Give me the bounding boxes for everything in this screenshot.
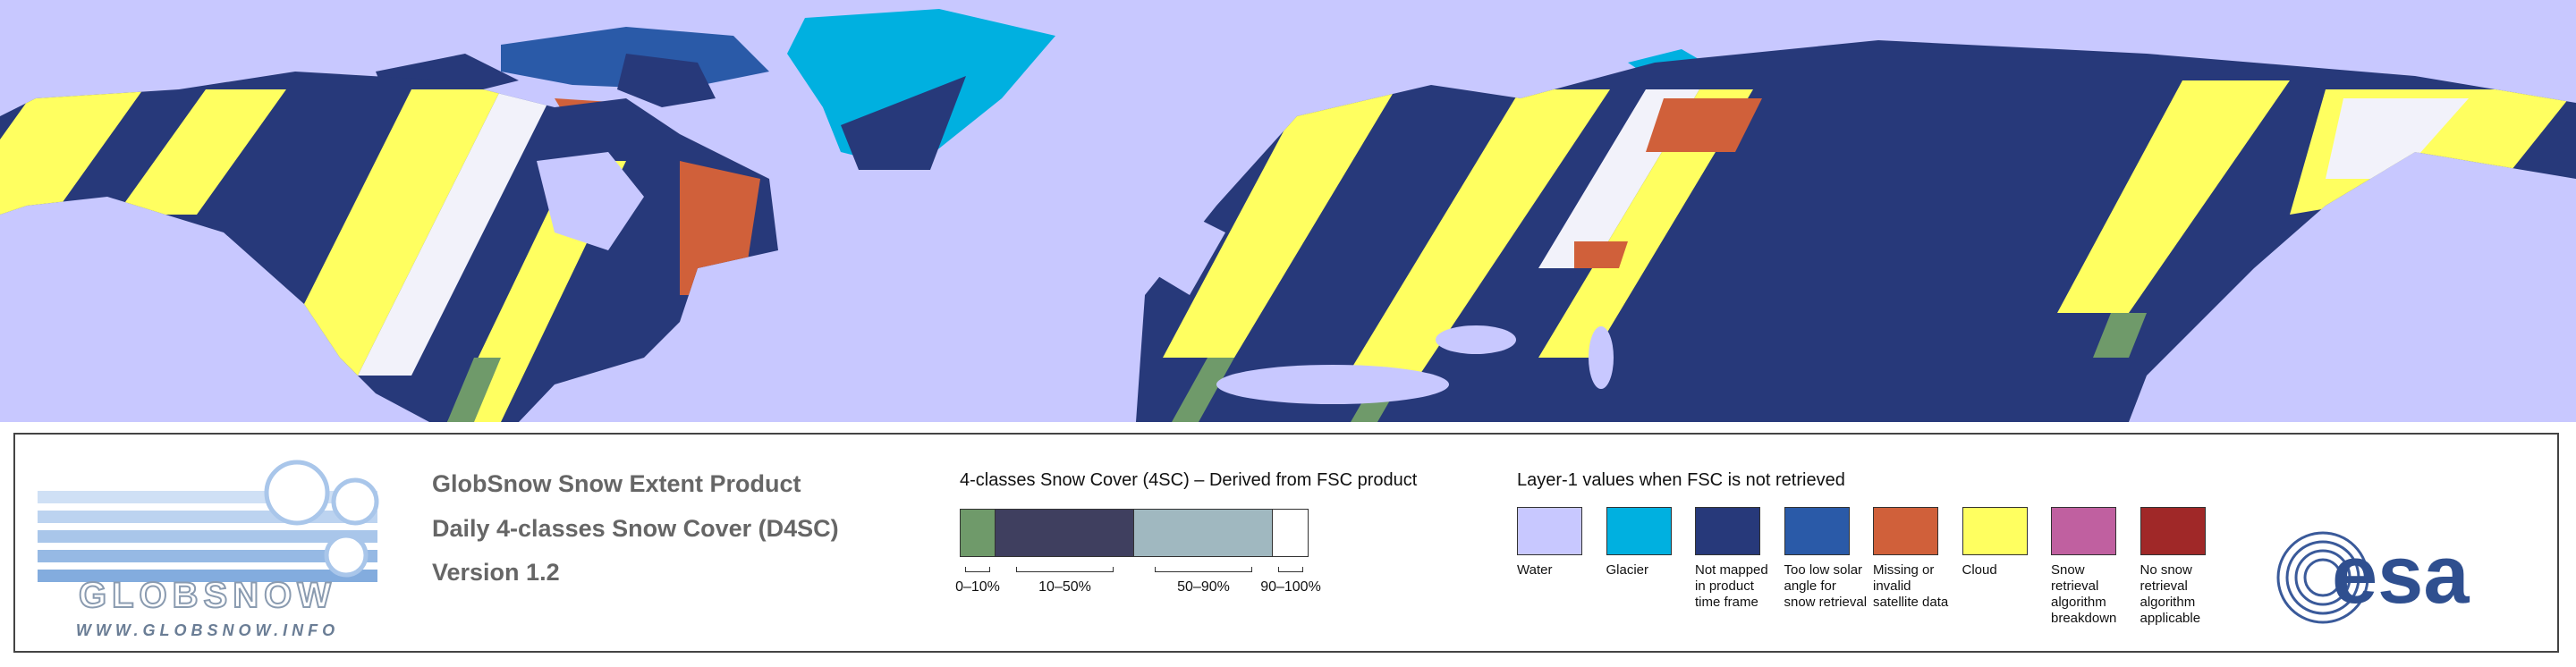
logo-name: GLOBSNOW	[79, 576, 336, 615]
land	[0, 40, 2576, 422]
esa-text: esa	[2332, 529, 2470, 621]
layer1-swatch	[2140, 507, 2206, 555]
layer1-label: Water	[1517, 562, 1553, 578]
layer1-label: Not mapped in product time frame	[1695, 562, 1768, 610]
product-subtitle: Daily 4-classes Snow Cover (D4SC)	[432, 515, 839, 542]
snow-class-swatch	[1134, 509, 1273, 557]
layer1-label: No snow retrieval algorithm applicable	[2140, 562, 2201, 626]
snow-class-bracket	[1278, 567, 1303, 572]
snow-class-bracket	[1155, 567, 1252, 572]
product-title: GlobSnow Snow Extent Product	[432, 470, 801, 497]
layer1-label: Cloud	[1962, 562, 1997, 578]
snow-class-bracket	[965, 567, 990, 572]
snow-class-swatch	[1273, 509, 1309, 557]
layer1-swatch	[2051, 507, 2116, 555]
layer1-swatch	[1517, 507, 1582, 555]
snow-class-label: 90–100%	[1260, 579, 1321, 595]
snow-class-swatch	[960, 509, 996, 557]
layer1-label: Too low solar angle for snow retrieval	[1784, 562, 1868, 610]
snow-class-label: 10–50%	[1038, 579, 1091, 595]
product-version: Version 1.2	[432, 559, 560, 586]
layer1-legend-title: Layer-1 values when FSC is not retrieved	[1517, 470, 1845, 490]
layer1-swatch	[1962, 507, 2028, 555]
layer1-label: Snow retrieval algorithm breakdown	[2051, 562, 2117, 626]
layer1-label: Missing or invalid satellite data	[1873, 562, 1949, 610]
layer1-swatch	[1695, 507, 1760, 555]
snow-class-swatch	[996, 509, 1134, 557]
layer1-label: Glacier	[1606, 562, 1649, 578]
snow-class-label: 0–10%	[955, 579, 1000, 595]
snow-map	[0, 0, 2576, 422]
snow-legend-title: 4-classes Snow Cover (4SC) – Derived fro…	[960, 470, 1418, 490]
layer1-swatch	[1873, 507, 1938, 555]
layer1-swatch	[1606, 507, 1672, 555]
legend-panel: GLOBSNOW WWW.GLOBSNOW.INFO GlobSnow Snow…	[13, 433, 2559, 653]
esa-logo: esa	[2276, 529, 2470, 624]
snow-class-bracket	[1016, 567, 1114, 572]
logo-url: WWW.GLOBSNOW.INFO	[76, 621, 339, 639]
layer1-swatch	[1784, 507, 1850, 555]
globsnow-logo: GLOBSNOW WWW.GLOBSNOW.INFO	[38, 460, 379, 639]
snow-class-label: 50–90%	[1177, 579, 1230, 595]
